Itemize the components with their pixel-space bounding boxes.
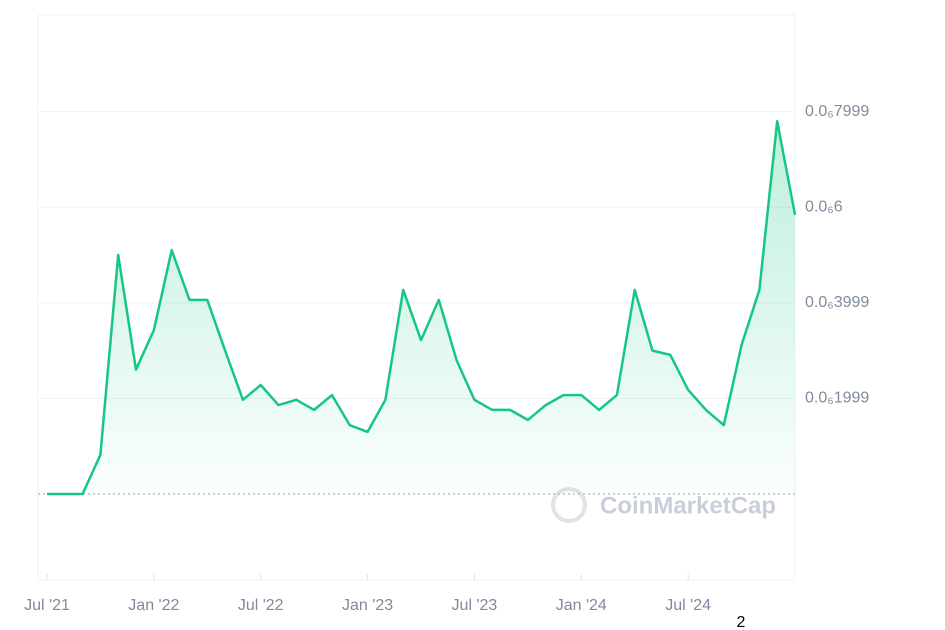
y-tick-label: 0.0₆7999 (805, 103, 869, 120)
x-tick-label: Jan '23 (342, 597, 393, 614)
x-tick-label: Jan '24 (556, 597, 607, 614)
annotation: 2 (737, 614, 746, 630)
y-tick-label: 0.0₆6 (805, 198, 843, 215)
x-tick-label: Jul '24 (665, 597, 711, 614)
price-line (47, 119, 797, 496)
area-fill (47, 121, 795, 494)
y-tick-label: 0.0₆3999 (805, 294, 869, 311)
x-tick-label: Jul '23 (452, 597, 498, 614)
x-tick-label: Jan '22 (128, 597, 179, 614)
watermark: CoinMarketCap (600, 492, 776, 519)
y-tick-label: 0.0₆1999 (805, 390, 869, 407)
x-tick-label: Jul '22 (238, 597, 284, 614)
x-tick-label: Jul '21 (24, 597, 70, 614)
